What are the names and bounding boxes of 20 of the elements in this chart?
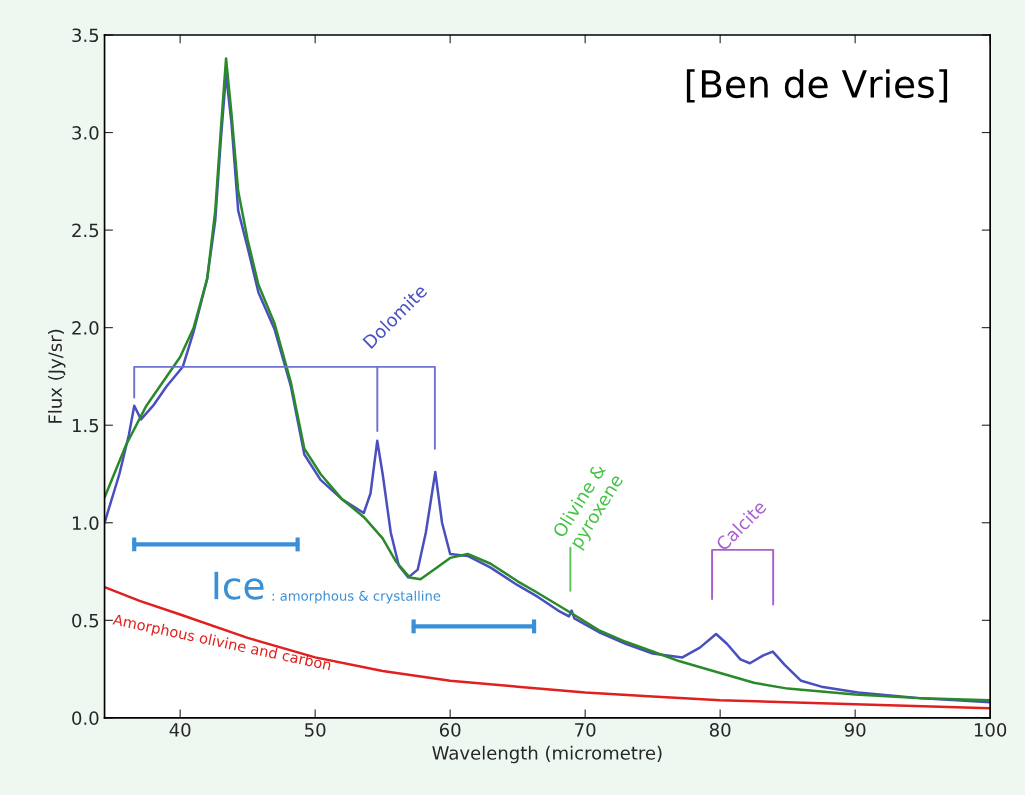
y-tick-label: 2.0	[72, 321, 99, 335]
x-tick-label: 50	[305, 723, 326, 737]
x-axis-title: Wavelength (micrometre)	[432, 745, 662, 764]
x-tick-label: 90	[844, 723, 866, 737]
y-tick-label: 0.5	[72, 613, 99, 628]
x-tick-label: 80	[709, 723, 731, 737]
y-tick-label: 0.0	[72, 711, 99, 725]
y-tick-label: 3.5	[72, 28, 99, 43]
annotation: Ice	[214, 571, 264, 600]
annotation: [Ben de Vries]	[686, 69, 948, 103]
x-tick-label: 70	[575, 723, 596, 737]
annotation: : amorphous & crystalline	[272, 590, 441, 604]
x-tick-label: 40	[169, 723, 191, 737]
y-tick-label: 1.5	[72, 418, 99, 433]
x-tick-label: 60	[439, 723, 461, 737]
x-tick-label: 100	[974, 723, 1007, 737]
y-tick-label: 2.5	[72, 223, 99, 238]
y-axis-title: Flux (Jy/sr)	[47, 329, 66, 423]
y-tick-label: 3.0	[72, 126, 99, 140]
y-tick-label: 1.0	[72, 516, 99, 530]
